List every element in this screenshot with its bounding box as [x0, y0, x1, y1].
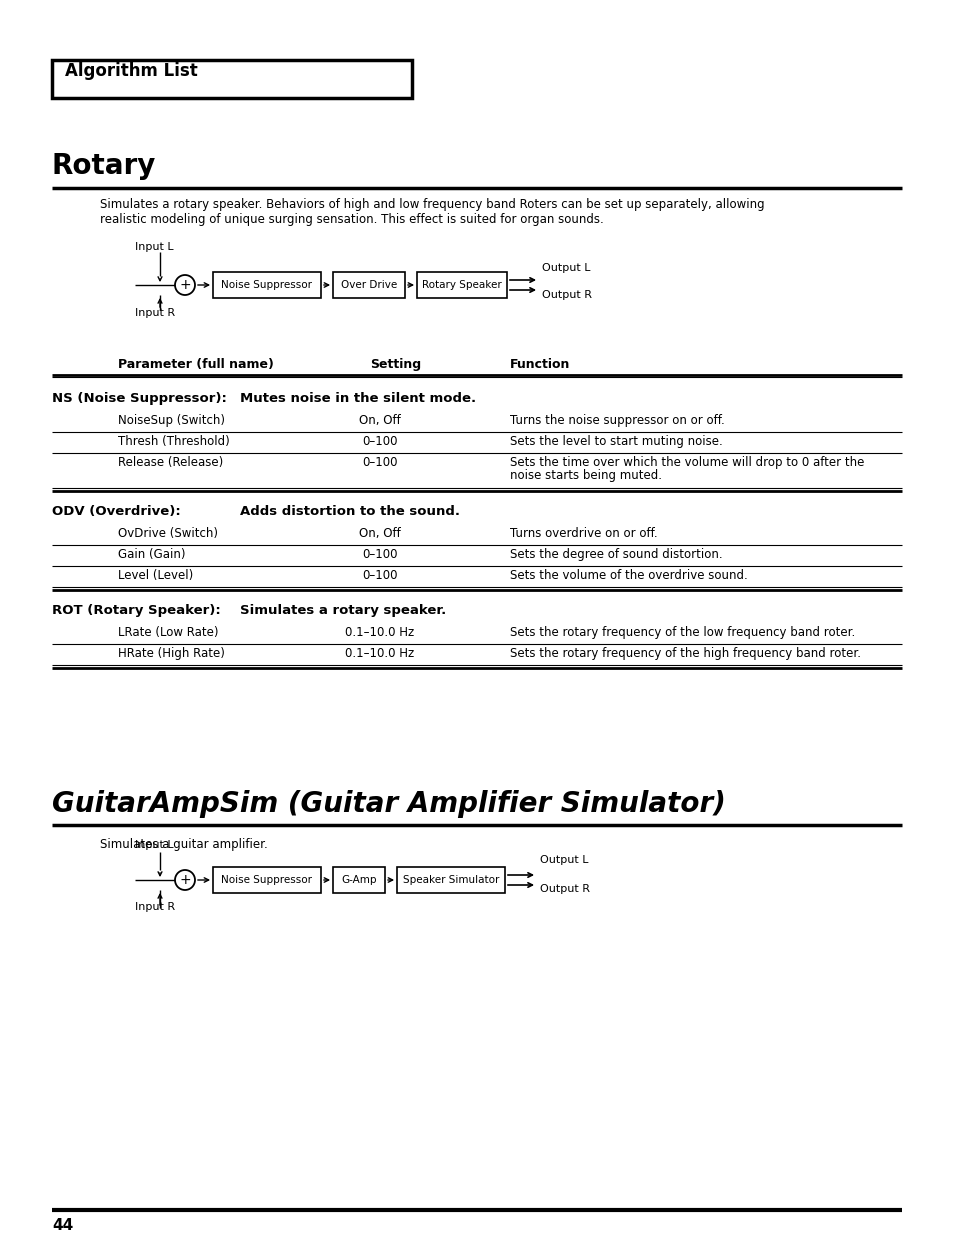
Text: LRate (Low Rate): LRate (Low Rate): [118, 625, 218, 639]
Text: Function: Function: [510, 357, 570, 371]
Bar: [333, 272, 405, 298]
Text: Simulates a rotary speaker. Behaviors of high and low frequency band Roters can : Simulates a rotary speaker. Behaviors of…: [100, 199, 763, 211]
Text: ODV (Overdrive):: ODV (Overdrive):: [52, 505, 180, 517]
Text: Noise Suppressor: Noise Suppressor: [221, 280, 313, 290]
Text: On, Off: On, Off: [358, 414, 400, 427]
Text: Speaker Simulator: Speaker Simulator: [402, 875, 498, 885]
Text: Simulates a rotary speaker.: Simulates a rotary speaker.: [240, 604, 446, 617]
Text: Output R: Output R: [541, 290, 592, 300]
Text: 44: 44: [52, 1217, 73, 1234]
Text: realistic modeling of unique surging sensation. This effect is suited for organ : realistic modeling of unique surging sen…: [100, 213, 603, 226]
Text: G-Amp: G-Amp: [341, 875, 376, 885]
Text: Output L: Output L: [541, 263, 590, 273]
Text: HRate (High Rate): HRate (High Rate): [118, 647, 225, 660]
Text: Sets the level to start muting noise.: Sets the level to start muting noise.: [510, 436, 722, 448]
Text: 0.1–10.0 Hz: 0.1–10.0 Hz: [345, 625, 415, 639]
Text: 0–100: 0–100: [362, 549, 397, 561]
Text: NoiseSup (Switch): NoiseSup (Switch): [118, 414, 225, 427]
Bar: [213, 272, 320, 298]
Text: Adds distortion to the sound.: Adds distortion to the sound.: [240, 505, 459, 517]
Text: Sets the time over which the volume will drop to 0 after the: Sets the time over which the volume will…: [510, 455, 863, 469]
Text: 0–100: 0–100: [362, 455, 397, 469]
Text: OvDrive (Switch): OvDrive (Switch): [118, 527, 218, 540]
Text: Level (Level): Level (Level): [118, 570, 193, 582]
Text: Sets the volume of the overdrive sound.: Sets the volume of the overdrive sound.: [510, 570, 747, 582]
Text: Turns the noise suppressor on or off.: Turns the noise suppressor on or off.: [510, 414, 724, 427]
Text: 0–100: 0–100: [362, 436, 397, 448]
Text: Setting: Setting: [370, 357, 420, 371]
Text: Sets the rotary frequency of the low frequency band roter.: Sets the rotary frequency of the low fre…: [510, 625, 854, 639]
Bar: [52, 60, 412, 98]
Bar: [416, 272, 506, 298]
Text: Noise Suppressor: Noise Suppressor: [221, 875, 313, 885]
Bar: [333, 867, 385, 894]
Text: Input L: Input L: [135, 840, 173, 850]
Text: ROT (Rotary Speaker):: ROT (Rotary Speaker):: [52, 604, 220, 617]
Text: Parameter (full name): Parameter (full name): [118, 357, 274, 371]
Text: Thresh (Threshold): Thresh (Threshold): [118, 436, 230, 448]
Text: Over Drive: Over Drive: [340, 280, 396, 290]
Text: 0–100: 0–100: [362, 570, 397, 582]
Text: noise starts being muted.: noise starts being muted.: [510, 469, 661, 482]
Text: Sets the rotary frequency of the high frequency band roter.: Sets the rotary frequency of the high fr…: [510, 647, 861, 660]
Text: Rotary Speaker: Rotary Speaker: [421, 280, 501, 290]
Text: Simulates a guitar amplifier.: Simulates a guitar amplifier.: [100, 838, 268, 851]
Text: Mutes noise in the silent mode.: Mutes noise in the silent mode.: [240, 392, 476, 405]
Text: Output R: Output R: [539, 884, 589, 894]
Text: NS (Noise Suppressor):: NS (Noise Suppressor):: [52, 392, 227, 405]
Text: Release (Release): Release (Release): [118, 455, 223, 469]
Text: Output L: Output L: [539, 855, 588, 865]
Text: Turns overdrive on or off.: Turns overdrive on or off.: [510, 527, 657, 540]
Bar: [396, 867, 504, 894]
Text: GuitarAmpSim (Guitar Amplifier Simulator): GuitarAmpSim (Guitar Amplifier Simulator…: [52, 791, 725, 818]
Text: 0.1–10.0 Hz: 0.1–10.0 Hz: [345, 647, 415, 660]
Text: Gain (Gain): Gain (Gain): [118, 549, 185, 561]
Text: +: +: [179, 278, 191, 292]
Text: Rotary: Rotary: [52, 151, 156, 180]
Text: Input R: Input R: [135, 308, 175, 318]
Text: +: +: [179, 872, 191, 887]
Text: Algorithm List: Algorithm List: [65, 62, 197, 79]
Text: Input R: Input R: [135, 902, 175, 912]
Text: Sets the degree of sound distortion.: Sets the degree of sound distortion.: [510, 549, 721, 561]
Text: Input L: Input L: [135, 242, 173, 252]
Text: On, Off: On, Off: [358, 527, 400, 540]
Bar: [213, 867, 320, 894]
